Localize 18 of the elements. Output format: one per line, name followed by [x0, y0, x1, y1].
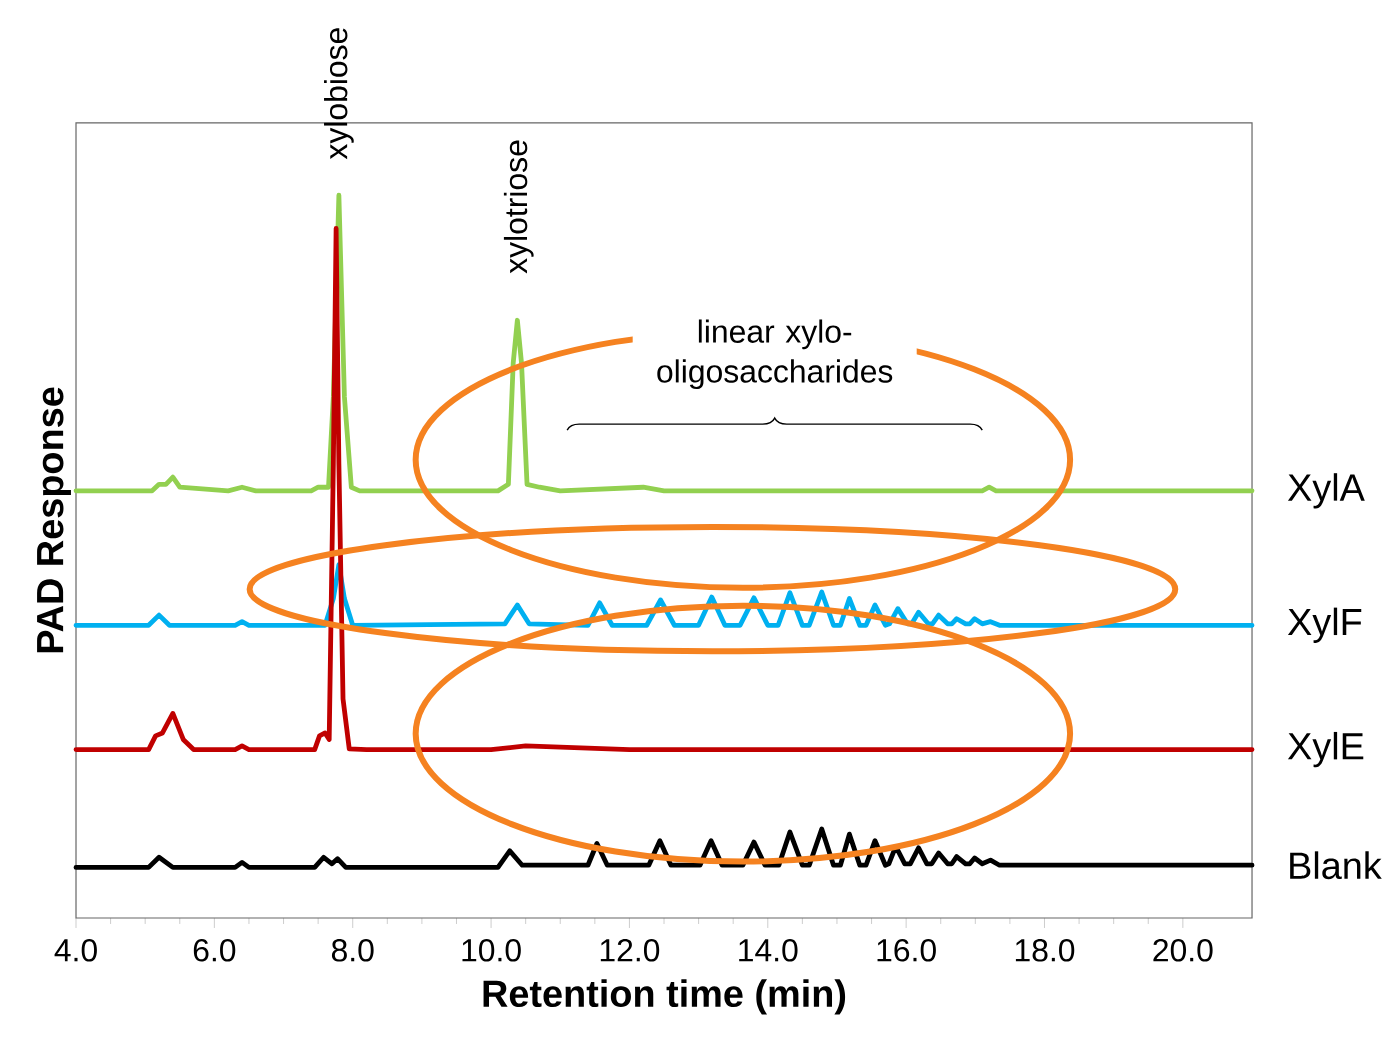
series-label: XylA	[1287, 473, 1365, 509]
x-tick-label: 6.0	[193, 939, 236, 962]
x-tick-label: 12.0	[600, 939, 660, 962]
x-tick-label: 18.0	[1015, 939, 1075, 962]
x-tick-label: 20.0	[1153, 939, 1213, 962]
x-tick-label: 16.0	[877, 939, 936, 962]
x-tick-label: 4.0	[54, 939, 97, 962]
annotation: xylotriose	[503, 140, 534, 274]
x-tick-label: 10.0	[462, 939, 521, 962]
series-label: Blank	[1290, 851, 1382, 880]
series-label: XylF	[1287, 607, 1362, 643]
series-label: XylE	[1287, 731, 1364, 768]
annotation: linear xylo-oligosaccharides	[657, 319, 893, 390]
text: xylobiose	[324, 28, 354, 160]
x-tick-label: 8.0	[331, 939, 374, 962]
x-tick-label: 14.0	[739, 939, 798, 962]
x-axis-title: Retention time (min)	[483, 979, 846, 1015]
y-axis-title: PAD Response	[37, 387, 71, 653]
